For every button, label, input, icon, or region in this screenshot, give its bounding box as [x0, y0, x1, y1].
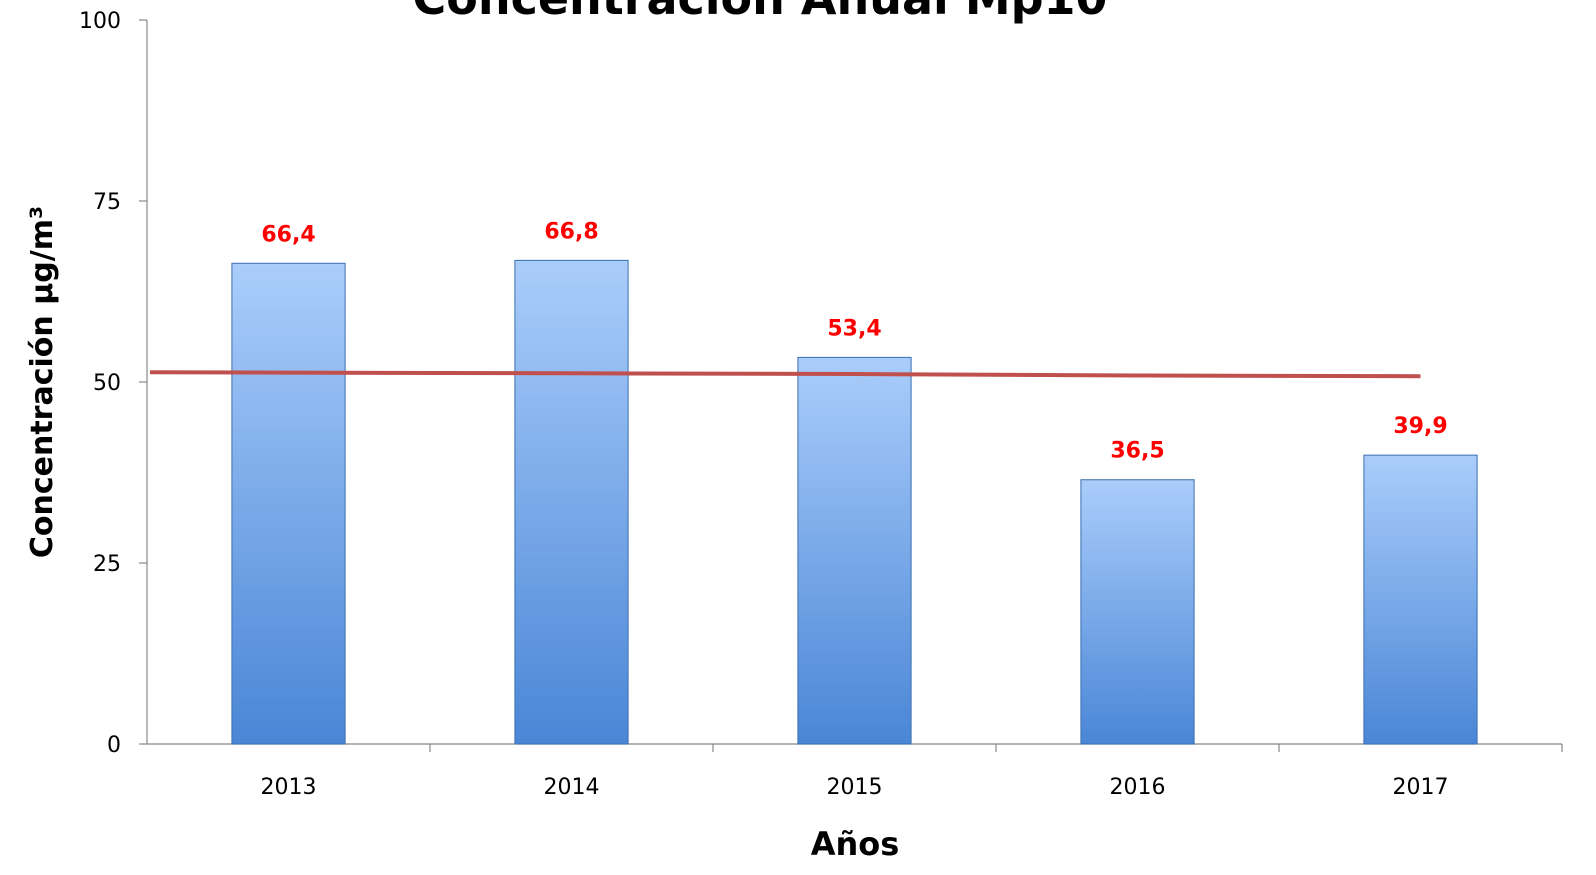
y-tick-label: 100 [79, 9, 121, 34]
value-label: 66,4 [261, 222, 315, 247]
trend-line [149, 370, 1421, 379]
y-axis-label: Concentración µg/m³ [25, 206, 60, 558]
value-label: 53,4 [827, 316, 881, 341]
y-tick-label: 0 [107, 733, 121, 758]
y-tick-label: 50 [93, 371, 121, 396]
bar [1363, 454, 1478, 745]
chart-title: Concentración Anual Mp10 [412, 0, 1107, 25]
x-axis-label: Años [811, 825, 900, 863]
bar [1080, 479, 1195, 745]
value-label: 36,5 [1110, 439, 1164, 464]
bar [231, 262, 346, 745]
x-tick-label: 2013 [261, 775, 317, 800]
bar [797, 356, 912, 745]
x-tick-label: 2017 [1393, 775, 1449, 800]
value-label: 39,9 [1393, 414, 1447, 439]
y-tick-label: 25 [93, 552, 121, 577]
x-tick-label: 2015 [827, 775, 883, 800]
x-tick-label: 2014 [544, 775, 600, 800]
bar [514, 259, 629, 745]
x-tick-label: 2016 [1110, 775, 1166, 800]
y-tick-label: 75 [93, 190, 121, 215]
value-label: 66,8 [544, 219, 598, 244]
